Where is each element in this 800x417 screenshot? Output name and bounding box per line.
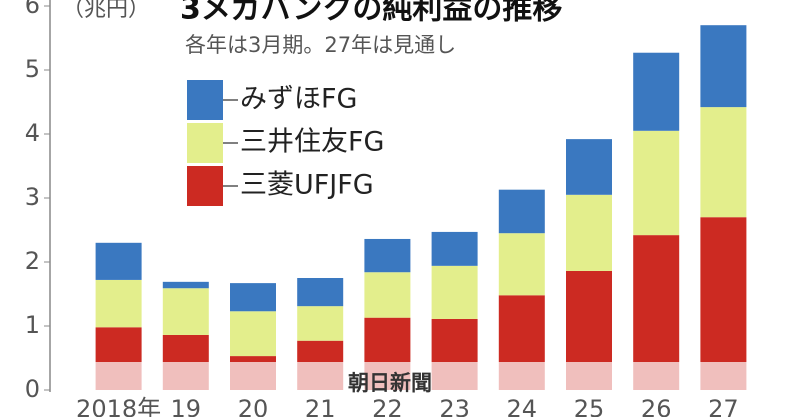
bar-segment: [566, 139, 612, 195]
bar-segment: [297, 278, 344, 307]
bar-segment: [230, 311, 276, 357]
bar-segment: [162, 288, 209, 335]
watermark-band: [60, 362, 800, 391]
bar-segment: [95, 279, 142, 328]
bar-segment: [364, 238, 411, 273]
chart-title: 3メガバンクの純利益の推移: [180, 0, 562, 27]
legend-swatch: [187, 80, 223, 120]
bar-segment: [498, 233, 545, 296]
y-tick-label: 2: [25, 247, 40, 275]
legend-swatch: [187, 166, 223, 206]
legend-label: 三菱UFJFG: [240, 170, 374, 201]
x-tick-label: 20: [238, 395, 269, 417]
y-tick-label: 0: [25, 375, 40, 403]
bar-segment: [162, 281, 209, 289]
bar-segment: [498, 189, 545, 234]
x-tick-label: 24: [507, 395, 538, 417]
legend: 三菱UFJFG 三井住友FG みずほFG: [187, 80, 384, 206]
x-tick-label: 19: [171, 395, 202, 417]
chart-subtitle: 各年は3月期。27年は見通し: [185, 33, 456, 57]
bar-segment: [633, 130, 680, 236]
y-tick-label: 5: [25, 55, 40, 83]
x-tick-label: 26: [641, 395, 672, 417]
bar-segment: [566, 194, 612, 271]
x-tick-label: 21: [305, 395, 336, 417]
bar-segment: [230, 283, 276, 312]
bar-segment: [700, 107, 747, 218]
credit: 朝日新聞: [348, 371, 432, 395]
x-tick-label: 2018年: [76, 395, 161, 417]
bar-segment: [633, 52, 680, 131]
x-tick-label: 27: [708, 395, 739, 417]
bar-segment: [431, 231, 478, 266]
bar-segment: [297, 306, 344, 341]
x-tick-label: 23: [439, 395, 470, 417]
x-tick-label: 22: [372, 395, 403, 417]
legend-label: 三井住友FG: [240, 127, 384, 158]
y-tick-label: 4: [25, 119, 40, 147]
bar-segment: [431, 265, 478, 319]
bar-segment: [95, 242, 142, 280]
unit-label: （兆円）: [62, 0, 150, 22]
x-tick-label: 25: [574, 395, 605, 417]
legend-label: みずほFG: [240, 84, 357, 115]
y-tick-label: 1: [25, 311, 40, 339]
bar-segment: [364, 272, 411, 318]
legend-swatch: [187, 123, 223, 163]
y-tick-label: 3: [25, 183, 40, 211]
bar-segment: [700, 25, 747, 108]
bar-segment: [700, 217, 747, 390]
y-tick-label: 6: [25, 0, 40, 19]
